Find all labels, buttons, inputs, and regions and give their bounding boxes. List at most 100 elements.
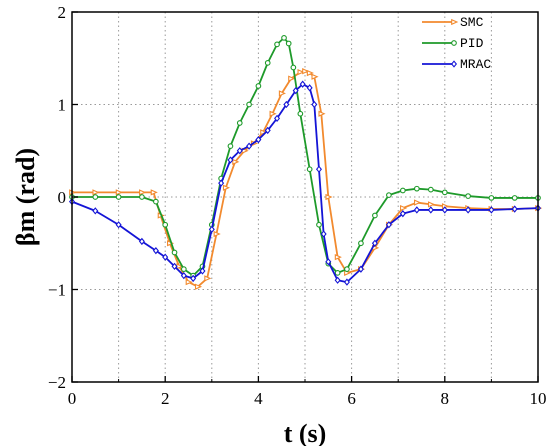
data-point-smc [334, 253, 342, 261]
data-point-pid [334, 270, 341, 276]
data-point-smc [427, 201, 436, 208]
data-point-smc [139, 189, 147, 196]
data-point-pid [227, 143, 234, 149]
data-point-mrac [138, 237, 145, 246]
data-point-mrac [283, 100, 290, 109]
data-point-mrac [343, 278, 350, 286]
data-point-pid [306, 166, 313, 173]
data-point-smc [311, 73, 319, 80]
data-point-mrac [399, 209, 406, 218]
data-point-pid [511, 195, 518, 201]
data-point-pid [316, 221, 322, 228]
data-point-mrac [180, 271, 187, 280]
x-tick-label: 10 [530, 389, 547, 408]
data-point-pid [255, 83, 262, 89]
data-point-pid [413, 185, 420, 192]
series-mrac [68, 80, 542, 286]
data-point-mrac [306, 84, 313, 92]
data-point-mrac [465, 206, 472, 214]
data-point-mrac [315, 165, 322, 173]
data-point-mrac [236, 147, 243, 155]
data-point-mrac [292, 86, 299, 95]
legend-label-mrac: MRAC [460, 57, 491, 72]
data-point-mrac [115, 221, 122, 229]
data-point-mrac [199, 267, 206, 275]
x-axis-label: t (s) [284, 419, 327, 446]
data-point-pid [162, 221, 169, 228]
data-point-mrac [413, 206, 420, 214]
data-point-pid [358, 240, 364, 247]
data-point-pid [488, 195, 495, 201]
data-point-smc [150, 189, 158, 196]
data-point-smc [318, 110, 326, 117]
data-point-mrac [385, 221, 392, 229]
data-point-pid [344, 266, 350, 273]
data-point-mrac [152, 246, 159, 255]
data-point-smc [325, 193, 333, 201]
data-point-smc [92, 189, 100, 196]
data-point-smc [400, 204, 408, 212]
data-point-mrac [227, 156, 234, 164]
data-point-pid [153, 198, 159, 205]
data-point-pid [180, 266, 187, 273]
data-point-smc [232, 158, 240, 165]
x-tick-label: 4 [254, 389, 263, 408]
data-point-mrac [488, 206, 495, 214]
data-point-pid [427, 186, 434, 193]
data-point-pid [400, 187, 406, 194]
data-point-smc [297, 68, 305, 76]
data-point-mrac [299, 80, 306, 88]
data-point-pid [139, 194, 145, 200]
data-point-smc [260, 129, 268, 136]
data-point-smc [306, 69, 314, 77]
data-point-mrac [92, 207, 99, 215]
data-point-mrac [218, 179, 225, 187]
data-point-pid [274, 41, 280, 48]
data-point-pid [297, 110, 304, 117]
data-point-pid [386, 192, 392, 198]
data-point-smc [413, 199, 422, 206]
legend-label-smc: SMC [460, 15, 484, 30]
x-tick-label: 8 [441, 389, 450, 408]
data-point-smc [213, 230, 221, 238]
data-point-pid [171, 249, 178, 256]
legend-marker-smc [451, 18, 459, 26]
data-point-pid [290, 64, 297, 71]
data-point-mrac [264, 126, 271, 135]
legend-marker-mrac [450, 60, 458, 68]
y-tick-label: 1 [58, 96, 67, 115]
y-tick-label: 0 [58, 188, 67, 207]
data-point-mrac [190, 274, 197, 283]
series-pid [69, 35, 541, 279]
y-tick-label: −1 [48, 281, 66, 300]
legend: SMC PID MRAC [422, 15, 491, 72]
data-point-mrac [274, 114, 281, 123]
data-point-mrac [325, 258, 332, 266]
data-point-smc [302, 68, 310, 75]
data-point-mrac [371, 239, 378, 247]
data-point-mrac [334, 276, 341, 284]
data-point-mrac [171, 262, 178, 271]
data-point-mrac [311, 100, 318, 109]
data-point-mrac [208, 225, 215, 234]
axis-ticks: 0 2 4 6 8 10 −2 −1 0 1 2 [48, 3, 547, 408]
data-point-smc [288, 75, 296, 82]
data-point-pid [246, 101, 252, 108]
data-point-pid [92, 194, 99, 200]
data-point-pid [372, 212, 378, 219]
data-point-mrac [427, 206, 434, 214]
data-point-smc [194, 283, 203, 290]
data-point-smc [278, 90, 286, 97]
data-point-mrac [357, 265, 364, 273]
data-point-smc [222, 184, 231, 191]
data-point-pid [285, 40, 292, 47]
data-point-pid [465, 193, 471, 199]
data-point-smc [204, 275, 212, 282]
data-point-pid [264, 60, 271, 66]
data-point-pid [236, 120, 243, 126]
y-axis-label: βm (rad) [11, 148, 40, 246]
data-point-mrac [255, 135, 262, 144]
x-tick-label: 0 [68, 389, 77, 408]
data-point-mrac [511, 205, 518, 213]
